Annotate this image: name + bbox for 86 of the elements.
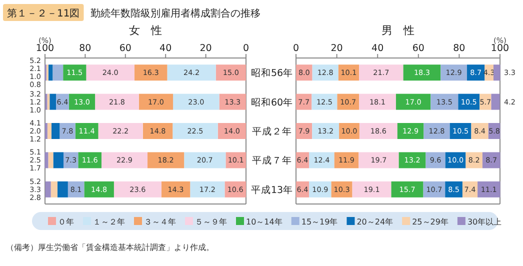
- chart-title: 第１－２－11図 勤続年数階級別雇用者構成割合の推移: [7, 8, 261, 20]
- bar: [296, 94, 312, 110]
- legend-label: ３～４年: [144, 218, 176, 226]
- bar: [190, 181, 225, 198]
- legend-label: 25～29年: [412, 218, 448, 226]
- bar: [101, 152, 148, 168]
- bar: [358, 152, 399, 168]
- x-tick-label: 20: [200, 43, 212, 54]
- legend-label: １～２年: [93, 218, 125, 226]
- bar: [52, 64, 64, 81]
- bar: [45, 181, 51, 198]
- bar: [134, 64, 168, 81]
- bar: [403, 64, 441, 81]
- bar: [53, 152, 64, 168]
- bar: [359, 64, 404, 81]
- x-tick-label: 40: [372, 43, 384, 54]
- bar: [359, 94, 396, 110]
- bar: [440, 64, 467, 81]
- bar: [218, 123, 246, 139]
- bar: [184, 152, 226, 168]
- bar: [78, 152, 102, 168]
- bar: [172, 123, 218, 139]
- bar: [60, 123, 76, 139]
- bar: [47, 94, 50, 110]
- x-tick-label: 40: [160, 43, 172, 54]
- bar: [57, 181, 68, 198]
- y-tick-label: 平成13年: [250, 184, 294, 196]
- bar: [466, 152, 482, 168]
- bar: [491, 94, 500, 110]
- text: （備考）厚生労働省「賃金構造基本統計調査」より作成。: [6, 243, 214, 252]
- bar: [86, 64, 134, 81]
- bar: [142, 123, 173, 139]
- y-tick-label: 昭和56年: [250, 67, 294, 80]
- bar: [337, 94, 360, 110]
- bar: [63, 64, 86, 81]
- bar: [75, 123, 98, 139]
- y-tick-label: 平成２年: [252, 126, 292, 138]
- x-tick-label: 0: [242, 43, 250, 54]
- x-tick-label: 0: [292, 43, 300, 54]
- bar: [312, 123, 340, 139]
- bar: [312, 94, 338, 110]
- bar: [148, 152, 184, 168]
- bar: [396, 94, 431, 110]
- legend-label: ５～９年: [195, 218, 227, 226]
- bar: [50, 181, 58, 198]
- bar: [216, 64, 246, 81]
- bar: [161, 181, 190, 198]
- bar: [471, 123, 488, 139]
- x-axis-title: 男 性: [382, 24, 414, 37]
- bar: [352, 181, 392, 198]
- x-tick-label: 80: [79, 43, 92, 54]
- bar: [138, 94, 174, 110]
- bar: [68, 94, 96, 110]
- x-tick-label: 100: [36, 43, 54, 54]
- bar: [493, 64, 500, 81]
- y-tick-label: 平成７年: [252, 154, 292, 167]
- legend-label: 20～24年: [356, 218, 394, 226]
- x-axis-title: 女 性: [129, 24, 162, 37]
- bar: [50, 94, 56, 110]
- bar: [173, 94, 220, 110]
- legend-label: ０年: [58, 218, 74, 226]
- bar: [47, 123, 52, 139]
- bar: [426, 152, 446, 168]
- legend-label: 10～14年: [246, 218, 282, 226]
- legend-label: 15～19年: [301, 218, 338, 226]
- bar: [84, 181, 114, 198]
- bar: [424, 123, 450, 139]
- bar: [309, 152, 334, 168]
- bar: [359, 123, 398, 139]
- x-tick-label: 80: [453, 43, 466, 54]
- bar: [219, 94, 246, 110]
- x-tick-label: 20: [330, 43, 343, 54]
- bar: [95, 94, 139, 110]
- bar: [51, 123, 60, 139]
- x-tick-label: 100: [490, 43, 510, 54]
- legend-label: 30年以上: [467, 218, 502, 226]
- bar: [98, 123, 143, 139]
- bar: [167, 64, 216, 81]
- bar: [48, 64, 53, 81]
- x-tick-label: 60: [119, 43, 132, 54]
- y-tick-label: 昭和60年: [250, 96, 294, 108]
- bar: [391, 181, 424, 198]
- bar: [48, 152, 54, 168]
- bar: [430, 94, 458, 110]
- x-tick-label: 60: [412, 43, 424, 54]
- bar: [114, 181, 162, 198]
